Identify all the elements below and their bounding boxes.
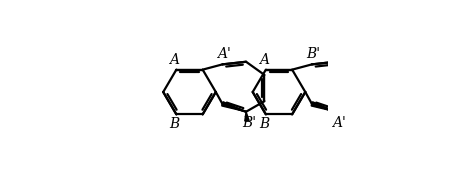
Text: A': A' — [217, 47, 231, 61]
Polygon shape — [222, 102, 246, 112]
Text: A: A — [259, 53, 269, 67]
Text: B: B — [259, 117, 269, 131]
Polygon shape — [334, 112, 338, 121]
Text: A: A — [170, 53, 180, 67]
Text: B': B' — [243, 116, 257, 130]
Polygon shape — [245, 112, 249, 121]
Text: B': B' — [307, 47, 321, 61]
Polygon shape — [311, 102, 336, 112]
Text: B: B — [169, 117, 180, 131]
Text: A': A' — [332, 116, 346, 130]
